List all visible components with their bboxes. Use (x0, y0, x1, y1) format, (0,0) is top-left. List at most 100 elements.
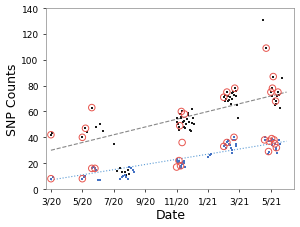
Point (181, 160, 185, 164)
Point (266, 150, 271, 154)
Point (271, 75, 276, 79)
Point (111, 142, 116, 146)
Point (49, 177, 53, 181)
Point (225, 95, 230, 98)
Point (50, 176, 55, 179)
Point (176, 160, 181, 164)
Point (176, 123, 181, 127)
Point (224, 91, 229, 94)
Point (191, 117, 196, 120)
Point (91, 165, 96, 169)
Point (176, 126, 181, 129)
Point (177, 113, 182, 116)
Point (266, 150, 271, 154)
Point (270, 144, 275, 147)
Point (221, 145, 226, 148)
Point (82, 176, 86, 179)
Point (177, 159, 182, 163)
Point (190, 108, 195, 111)
Point (179, 167, 184, 170)
Point (119, 171, 124, 174)
Point (228, 144, 232, 147)
Point (275, 95, 280, 98)
Point (233, 95, 238, 98)
Point (231, 91, 236, 94)
Point (124, 173, 129, 177)
Point (89, 167, 94, 170)
Point (272, 97, 276, 101)
Point (186, 111, 191, 115)
Point (80, 177, 85, 181)
Point (94, 168, 99, 172)
Point (278, 106, 283, 110)
Point (274, 102, 279, 106)
Point (176, 162, 181, 165)
Point (272, 138, 276, 142)
Point (182, 126, 187, 129)
Point (224, 97, 229, 101)
Point (278, 142, 283, 146)
Point (207, 154, 212, 158)
Point (223, 94, 228, 97)
Point (89, 106, 94, 110)
Point (221, 96, 226, 100)
Point (272, 142, 277, 146)
Point (180, 163, 184, 167)
Point (262, 138, 267, 142)
Point (224, 91, 229, 94)
Point (177, 165, 182, 169)
Point (227, 99, 232, 102)
Point (175, 117, 180, 120)
Point (185, 114, 190, 118)
Point (268, 91, 273, 94)
Point (181, 159, 186, 163)
Point (49, 132, 54, 136)
Point (121, 175, 126, 178)
Point (269, 137, 274, 141)
Point (280, 77, 284, 80)
Point (223, 144, 228, 147)
Point (49, 177, 53, 181)
Point (174, 121, 179, 124)
Point (125, 168, 130, 172)
Point (274, 146, 279, 150)
Point (96, 178, 100, 182)
Point (224, 141, 229, 145)
Point (92, 167, 97, 170)
Point (269, 137, 274, 141)
Point (271, 75, 276, 79)
Point (125, 177, 130, 181)
Point (230, 97, 235, 101)
Point (174, 159, 179, 163)
Point (232, 136, 236, 140)
Point (274, 146, 279, 150)
Point (224, 141, 229, 145)
Point (100, 129, 105, 133)
Point (234, 90, 239, 93)
Point (181, 119, 186, 123)
Point (119, 176, 124, 179)
Point (226, 140, 231, 143)
Point (187, 121, 192, 124)
Point (115, 169, 119, 173)
Point (179, 115, 184, 119)
Point (273, 100, 278, 104)
Point (83, 127, 88, 131)
Point (209, 153, 214, 156)
Point (267, 140, 272, 143)
Point (181, 121, 185, 124)
Point (273, 100, 278, 104)
Point (184, 123, 188, 127)
Point (265, 153, 270, 156)
Point (175, 158, 180, 161)
Point (275, 91, 280, 94)
Point (228, 96, 232, 100)
Point (264, 47, 268, 51)
Point (268, 140, 273, 143)
Point (89, 167, 94, 170)
X-axis label: Date: Date (155, 209, 185, 222)
Y-axis label: SNP Counts: SNP Counts (6, 63, 19, 135)
Point (272, 142, 277, 146)
Point (231, 138, 236, 142)
Point (232, 94, 236, 97)
